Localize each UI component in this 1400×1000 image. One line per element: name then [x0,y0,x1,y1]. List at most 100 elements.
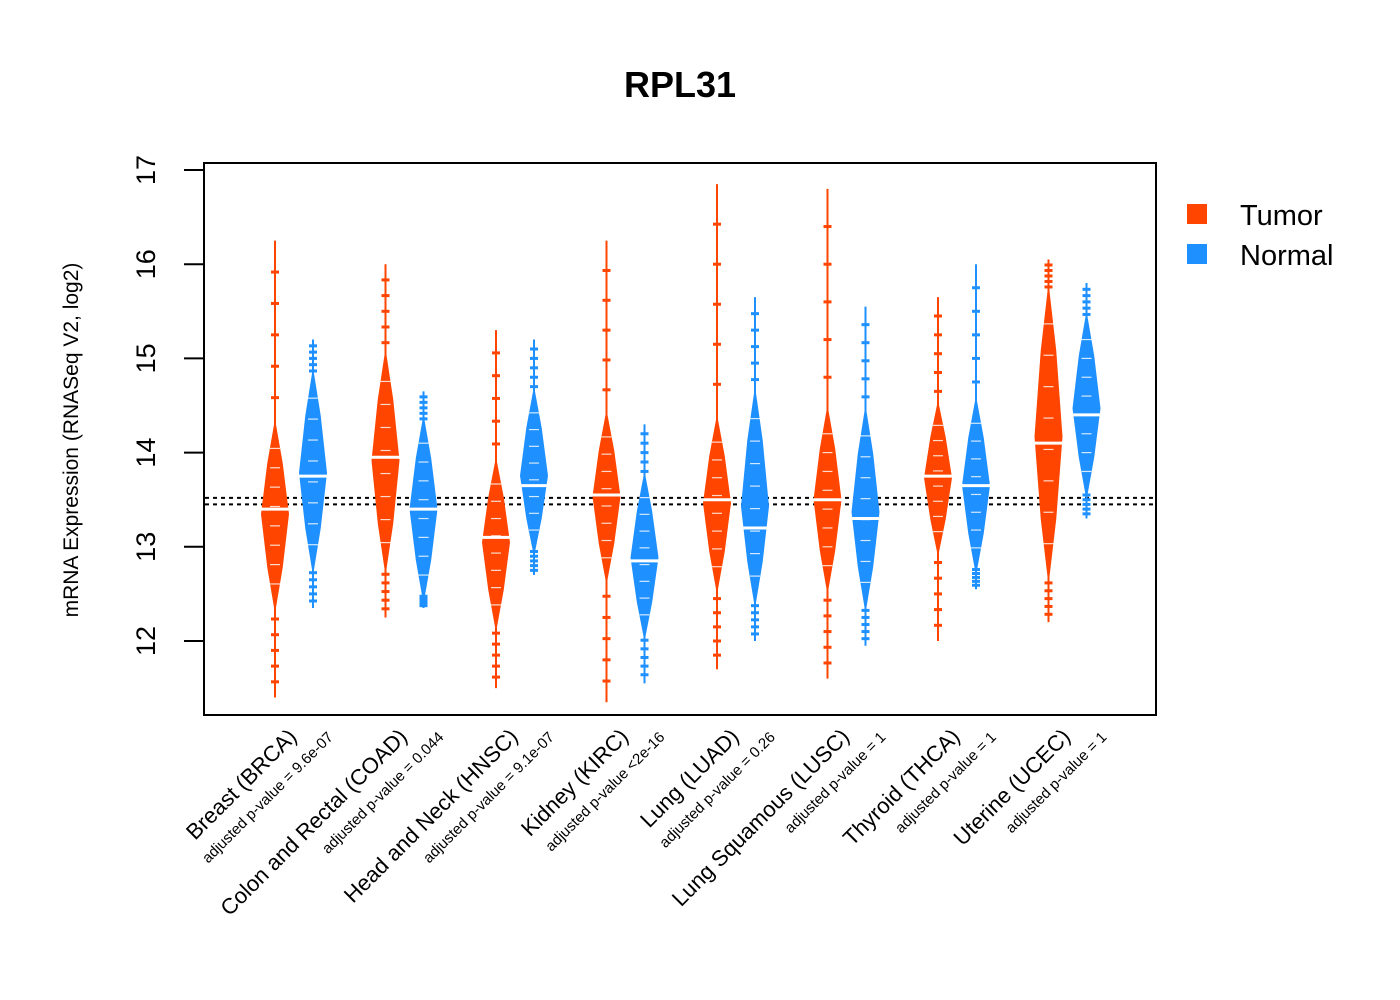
outlier-mark [492,631,500,635]
outlier-mark [972,575,980,579]
outlier-mark [972,333,980,337]
outlier-mark [972,568,980,572]
x-axis-labels: Breast (BRCA)adjusted p-value = 9.6e-07C… [181,724,1110,921]
outlier-mark [271,270,279,274]
outlier-mark [492,351,500,355]
outlier-mark [934,608,942,612]
outlier-mark [271,396,279,400]
outlier-mark [492,664,500,668]
violin-body [703,414,731,595]
outlier-mark [1044,263,1053,267]
outlier-mark [972,380,980,384]
outlier-mark [934,389,942,393]
outlier-mark [309,578,317,582]
outlier-mark [309,369,317,373]
violin-body [630,470,659,642]
outlier-mark [823,661,832,665]
outlier-mark [861,623,870,627]
outlier-mark [972,356,980,360]
violin-tumor [922,297,954,641]
outlier-mark [419,599,428,603]
plot-frame [203,162,1157,716]
outlier-mark [823,614,832,618]
outlier-mark [823,225,832,229]
outlier-mark [419,594,428,598]
outlier-mark [640,664,649,668]
y-tick-label: 14 [131,438,161,468]
outlier-mark [1082,512,1091,516]
outlier-mark [492,642,500,646]
outlier-mark [934,592,942,596]
outlier-mark [602,594,611,598]
outlier-mark [972,309,980,313]
outlier-mark [419,411,428,415]
y-tick-label: 12 [131,626,161,656]
outlier-mark [530,375,538,379]
outlier-mark [751,625,759,629]
outlier-mark [309,599,317,603]
outlier-mark [602,268,611,272]
legend-swatch-tumor [1187,204,1207,224]
violin-body [261,419,289,614]
outlier-mark [309,356,317,360]
outlier-mark [602,615,611,619]
outlier-mark [972,571,980,575]
outlier-mark [309,571,317,575]
outlier-mark [934,371,942,375]
outlier-mark [492,442,500,446]
outlier-mark [530,554,538,558]
outlier-mark [530,347,538,351]
outlier-mark [861,377,870,381]
outlier-mark [823,630,832,634]
outlier-mark [309,363,317,367]
outlier-mark [861,615,870,619]
outlier-mark [713,639,721,643]
outlier-mark [751,604,759,608]
legend-label-tumor: Tumor [1240,200,1323,232]
outlier-mark [713,597,721,601]
outlier-mark [419,601,428,605]
outlier-mark [1082,300,1091,304]
outlier-mark [751,328,759,332]
violin-tumor [259,240,291,698]
outlier-mark [823,300,832,304]
violin-tumor [701,184,733,670]
outlier-mark [823,645,832,649]
violin-body [371,348,400,576]
outlier-mark [530,366,538,370]
outlier-mark [640,655,649,659]
outlier-mark [602,637,611,641]
outlier-mark [934,623,942,627]
outlier-mark [419,406,428,410]
outlier-mark [640,647,649,651]
outlier-mark [381,341,390,345]
outlier-mark [1082,287,1091,291]
violin-body [1072,310,1101,501]
outlier-mark [602,658,611,662]
outlier-mark [640,638,649,642]
outlier-mark [861,323,870,327]
violin-normal [849,306,882,646]
outlier-mark [823,598,832,602]
violin-normal [960,264,992,590]
outlier-mark [1044,589,1053,593]
violin-body [520,386,548,557]
outlier-mark [1044,581,1053,585]
outlier-mark [492,653,500,657]
outlier-mark [1082,502,1091,506]
outlier-mark [751,618,759,622]
outlier-mark [381,572,390,576]
outlier-mark [861,608,870,612]
violin-normal [297,339,329,609]
outlier-mark [861,341,870,345]
outlier-mark [530,568,538,572]
outlier-mark [381,294,390,298]
violin-normal [518,339,550,576]
violin-tumor [811,188,844,679]
outlier-mark [1044,604,1053,608]
outlier-mark [713,653,721,657]
outlier-mark [1082,294,1091,298]
violin-tumor [590,240,623,703]
violin-normal [739,297,771,641]
